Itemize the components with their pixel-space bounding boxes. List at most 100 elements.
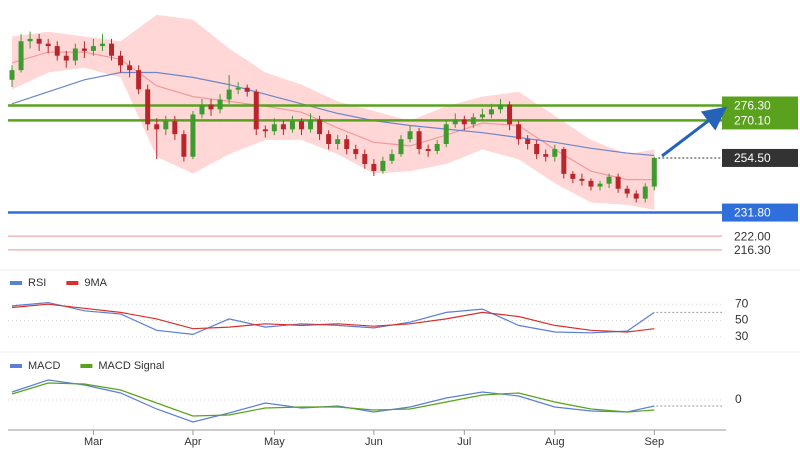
candle-body [425, 149, 431, 151]
candle-body [280, 124, 286, 130]
candle-body [172, 121, 178, 135]
candle-body [109, 43, 115, 56]
candle-body [27, 38, 33, 42]
candle-body [615, 176, 621, 189]
candle-body [226, 89, 232, 100]
level-label: 270.10 [734, 114, 771, 128]
x-tick-label: Mar [84, 436, 103, 448]
y-tick-label: 0 [735, 392, 742, 406]
y-tick-label: 30 [735, 329, 749, 343]
candle-body [579, 178, 585, 181]
indicator-line [11, 301, 655, 336]
candle-body [597, 183, 603, 187]
legend-label: MACD [28, 360, 60, 372]
candle-body [335, 139, 341, 144]
candle-body [244, 87, 250, 92]
candle-body [54, 46, 60, 56]
legend-swatch [10, 364, 22, 368]
x-tick-label: May [264, 436, 285, 448]
indicator-line [11, 303, 655, 333]
candle-body [570, 173, 576, 179]
candle-body [651, 157, 657, 187]
candle-body [90, 46, 96, 51]
candle-body [271, 124, 277, 132]
candle-body [380, 160, 386, 171]
candle-body [298, 121, 304, 130]
legend-label: 9MA [84, 277, 107, 289]
candle-body [326, 134, 332, 144]
candle-body [217, 99, 223, 110]
level-box [722, 148, 798, 167]
candle-body [488, 109, 494, 115]
candle-body [63, 55, 69, 61]
candle-body [145, 89, 151, 125]
candle-body [389, 154, 395, 161]
x-tick-label: Sep [645, 436, 665, 448]
candle-body [552, 149, 558, 157]
candle-body [353, 149, 359, 155]
level-label: 216.30 [734, 243, 771, 257]
candle-body [81, 48, 87, 51]
candle-body [317, 119, 323, 135]
y-tick-label: 50 [735, 313, 749, 327]
candle-body [498, 104, 504, 110]
candle-body [289, 121, 295, 130]
candle-body [262, 129, 268, 132]
candle-body [461, 119, 467, 125]
candle-body [362, 154, 368, 164]
candle-body [606, 176, 612, 184]
candle-body [416, 131, 422, 150]
candle-body [479, 114, 485, 118]
candle-body [154, 124, 160, 130]
candle-body [344, 139, 350, 150]
target-arrow [661, 106, 728, 158]
x-tick-label: Aug [545, 436, 565, 448]
level-label: 254.50 [734, 151, 771, 165]
indicator-line [11, 382, 655, 417]
level-label: 222.00 [734, 229, 771, 243]
candle-body [452, 119, 458, 125]
candle-body [190, 114, 196, 157]
candle-body [99, 43, 105, 47]
candle-body [72, 48, 78, 61]
candle-body [398, 139, 404, 155]
x-tick-label: Jun [365, 436, 383, 448]
level-label: 276.30 [734, 99, 771, 113]
candle-body [534, 143, 540, 155]
candle-body [434, 143, 440, 151]
candle-body [470, 117, 476, 125]
candle-body [9, 70, 15, 80]
candle-body [543, 154, 549, 157]
x-tick-label: Jul [457, 436, 471, 448]
candle-body [45, 43, 51, 47]
legend-label: RSI [28, 277, 46, 289]
candle-body [308, 119, 314, 130]
candle-body [36, 38, 42, 44]
candle-body [516, 124, 522, 140]
level-box [722, 96, 798, 115]
level-box [722, 203, 798, 222]
legend-swatch [80, 364, 93, 368]
candle-body [136, 70, 142, 90]
candle-body [588, 180, 594, 187]
candle-body [507, 104, 513, 125]
level-box [722, 111, 798, 130]
candle-body [371, 163, 377, 171]
candle-body [127, 65, 133, 71]
candle-body [443, 124, 449, 144]
indicator-line [11, 379, 655, 423]
candle-body [199, 104, 205, 115]
level-label: 231.80 [734, 206, 771, 220]
x-tick-label: Apr [184, 436, 201, 448]
candle-body [181, 134, 187, 157]
candle-body [18, 41, 24, 71]
candle-body [525, 139, 531, 144]
candle-body [407, 131, 413, 140]
y-tick-label: 70 [735, 296, 749, 310]
candle-body [163, 121, 169, 130]
candle-body [633, 193, 639, 199]
legend-swatch [10, 281, 22, 285]
